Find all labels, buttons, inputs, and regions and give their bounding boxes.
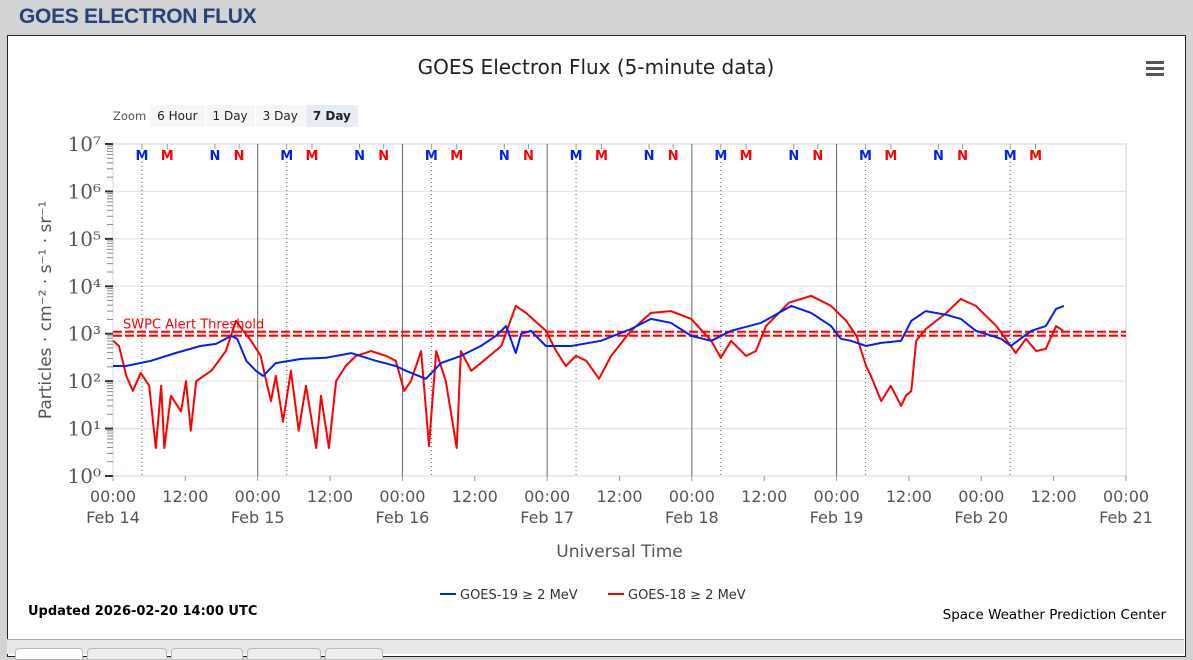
marker-n-goes19: N (788, 149, 799, 164)
x-axis-label: Universal Time (556, 542, 682, 562)
credit-text: Space Weather Prediction Center (942, 607, 1166, 623)
x-tick-label: 12:00 (1031, 487, 1077, 506)
marker-n-goes19: N (209, 149, 220, 164)
marker-n-goes18: N (378, 149, 389, 164)
x-tick-label: 12:00 (886, 487, 932, 506)
tab-3[interactable] (171, 648, 243, 660)
x-tick-label: 12:00 (596, 487, 642, 506)
threshold-label: SWPC Alert Threshold (123, 318, 264, 333)
y-tick-label: 10⁵ (68, 227, 101, 251)
x-tick-label: 00:00 (669, 487, 715, 506)
marker-n-goes18: N (523, 149, 534, 164)
marker-m-goes19: M (1004, 149, 1017, 164)
y-tick-label: 10⁰ (68, 464, 101, 488)
x-tick-label: 00:00 (958, 487, 1004, 506)
marker-m-goes18: M (450, 149, 463, 164)
marker-m-goes18: M (740, 149, 753, 164)
hamburger-icon (1146, 61, 1164, 64)
marker-n-goes19: N (933, 149, 944, 164)
zoom-3-day-button[interactable]: 3 Day (255, 105, 305, 127)
x-date-label: Feb 20 (954, 508, 1008, 527)
legend-item-goes18: GOES-18 ≥ 2 MeV (628, 588, 746, 603)
x-tick-label: 12:00 (741, 487, 787, 506)
x-date-label: Feb 14 (86, 508, 140, 527)
y-tick-label: 10³ (68, 322, 101, 346)
x-tick-label: 00:00 (379, 487, 425, 506)
series-line-goes18 (112, 294, 1064, 449)
marker-n-goes18: N (234, 149, 245, 164)
zoom-6-hour-button[interactable]: 6 Hour (150, 105, 205, 127)
zoom-selector: Zoom 6 Hour 1 Day 3 Day 7 Day (113, 105, 359, 127)
x-tick-label: 12:00 (162, 487, 208, 506)
x-date-label: Feb 19 (810, 508, 864, 527)
y-tick-label: 10⁶ (68, 179, 101, 203)
marker-n-goes18: N (668, 149, 679, 164)
x-tick-label: 00:00 (1103, 487, 1149, 506)
x-tick-label: 00:00 (524, 487, 570, 506)
marker-m-goes19: M (570, 149, 583, 164)
plot-area (112, 143, 1127, 477)
y-tick-label: 10⁴ (68, 274, 101, 298)
marker-m-goes19: M (859, 149, 872, 164)
marker-n-goes19: N (354, 149, 365, 164)
x-date-label: Feb 21 (1099, 508, 1153, 527)
electron-flux-chart: GOES Electron Flux (5-minute data) 10⁰ 10¹… (36, 55, 1153, 603)
x-date-label: Feb 15 (231, 508, 285, 527)
x-tick-label: 12:00 (307, 487, 353, 506)
marker-m-goes19: M (714, 149, 727, 164)
marker-m-goes18: M (884, 149, 897, 164)
hamburger-icon-bar (1146, 73, 1164, 76)
marker-m-goes18: M (1029, 149, 1042, 164)
marker-n-goes18: N (957, 149, 968, 164)
y-tick-label: 10¹ (68, 417, 101, 441)
marker-m-goes19: M (135, 149, 148, 164)
zoom-7-day-button[interactable]: 7 Day (305, 105, 358, 127)
x-date-label: Feb 16 (376, 508, 430, 527)
x-date-label: Feb 17 (520, 508, 574, 527)
chart-panel: GOES Electron Flux (5-minute data) 10⁰ 10¹… (7, 35, 1186, 657)
tab-4[interactable] (247, 648, 321, 660)
y-axis-label: Particles · cm⁻² · s⁻¹ · sr⁻¹ (36, 201, 56, 419)
page-title: GOES ELECTRON FLUX (19, 5, 257, 28)
chart-title: GOES Electron Flux (5-minute data) (418, 55, 775, 79)
series-line-goes19 (112, 304, 1065, 380)
x-tick-label: 00:00 (235, 487, 281, 506)
x-date-label: Feb 18 (665, 508, 719, 527)
x-tick-label: 00:00 (90, 487, 136, 506)
x-tick-label: 12:00 (452, 487, 498, 506)
chart-menu-button[interactable] (1146, 61, 1164, 77)
tab-strip (7, 639, 1184, 660)
tab-2[interactable] (87, 648, 167, 660)
marker-m-goes19: M (280, 149, 293, 164)
hamburger-icon-bar (1146, 67, 1164, 70)
tab-1[interactable] (15, 648, 83, 660)
marker-m-goes18: M (306, 149, 319, 164)
marker-n-goes19: N (644, 149, 655, 164)
y-tick-label: 10² (68, 369, 101, 393)
marker-n-goes18: N (812, 149, 823, 164)
zoom-1-day-button[interactable]: 1 Day (205, 105, 255, 127)
tab-5[interactable] (325, 648, 383, 660)
marker-m-goes19: M (425, 149, 438, 164)
updated-timestamp: Updated 2026-02-20 14:00 UTC (28, 604, 258, 619)
marker-m-goes18: M (595, 149, 608, 164)
legend-item-goes19: GOES-19 ≥ 2 MeV (460, 588, 578, 603)
zoom-label: Zoom (113, 109, 147, 123)
marker-n-goes19: N (499, 149, 510, 164)
marker-m-goes18: M (161, 149, 174, 164)
y-tick-label: 10⁷ (68, 132, 101, 156)
x-tick-label: 00:00 (814, 487, 860, 506)
